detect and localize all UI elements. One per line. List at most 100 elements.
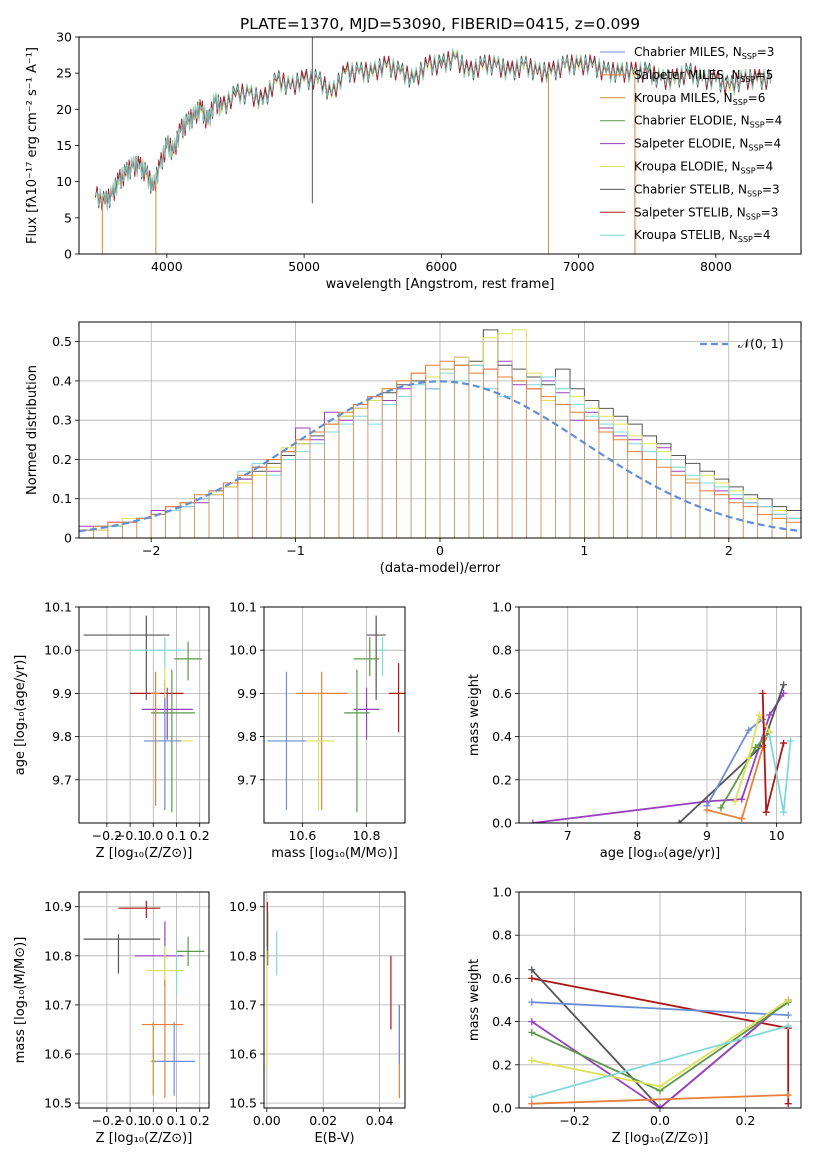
y-tick-label: 5 <box>64 210 72 225</box>
axes-frame <box>78 606 210 824</box>
x-tick-label: 0.04 <box>366 1113 394 1128</box>
y-tick-label: 0.4 <box>492 729 512 744</box>
x-tick-label: −2 <box>142 543 160 558</box>
x-tick-label: 0.2 <box>190 1113 210 1128</box>
y-tick-label: 15 <box>56 138 72 153</box>
grid-lines <box>264 606 405 823</box>
legend-label-sub: SSP <box>741 75 756 84</box>
weight-point-marker <box>656 1082 664 1090</box>
y-tick-label: 10.9 <box>229 899 257 914</box>
legend-label-main: Kroupa STELIB, N <box>634 228 738 242</box>
legend-label-end: =4 <box>753 228 771 242</box>
y-tick-label: 10.5 <box>44 1096 72 1111</box>
age-vs-Z-panel: −0.2−0.10.0 0.1 0.2 9.7 9.8 9.9 10.0 10.1 Z [log… <box>13 600 210 862</box>
grid-lines <box>519 891 801 1109</box>
x-axis-label: E(B-V) <box>314 1131 354 1146</box>
y-tick-label: 10.0 <box>44 643 72 658</box>
weight-point-marker <box>784 996 792 1004</box>
x-axis-label: mass [log₁₀(M/M⊙)] <box>271 846 398 861</box>
legend-label-end: =3 <box>762 182 780 196</box>
axes-frame <box>78 321 802 539</box>
legend-label-main: Kroupa MILES, N <box>634 91 733 105</box>
y-tick-label: 1.0 <box>492 600 512 615</box>
residuals-panel: −2 −1 0 1 2 0 0.1 0.2 0.3 0.4 0.5 (data-model)/erro… <box>25 321 802 576</box>
y-tick-label: 10.7 <box>229 997 257 1012</box>
y-tick-label: 1.0 <box>492 885 512 900</box>
y-tick-label: 10.0 <box>229 643 257 658</box>
y-tick-label: 10.1 <box>229 600 257 615</box>
axes-frame <box>78 891 210 1109</box>
legend-label-sub: SSP <box>738 235 753 244</box>
weight-series-line <box>706 736 768 820</box>
weight-point-marker <box>787 737 795 745</box>
y-tick-label: 0.4 <box>52 373 72 388</box>
y-tick-label: 0.0 <box>492 816 512 831</box>
spectrum-plot-area <box>95 37 772 254</box>
x-tick-label: 7000 <box>563 259 595 274</box>
y-tick-label: 0.2 <box>492 1057 512 1072</box>
x-tick-label: 10.8 <box>353 828 381 843</box>
y-tick-label: 0.8 <box>492 928 512 943</box>
legend-label: Chabrier MILES, NSSP=3 <box>634 45 774 61</box>
mass-vs-ebv-panel: 0.00 0.02 0.04 10.5 10.6 10.7 10.8 10.9 E(B-V) <box>229 891 406 1146</box>
x-tick-label: −0.1 <box>115 828 145 843</box>
x-axis-label: (data-model)/error <box>380 561 501 576</box>
y-tick-label: 10.5 <box>229 1096 257 1111</box>
legend-label-sub: SSP <box>748 144 763 153</box>
axes-frame <box>263 606 406 824</box>
x-tick-label: 10 <box>769 828 785 843</box>
mass-vs-Z-panel: −0.2−0.10.0 0.1 0.2 10.5 10.6 10.7 10.8 10.9 Z [… <box>13 891 210 1146</box>
y-tick-label: 0.4 <box>492 1014 512 1029</box>
y-tick-label: 10.7 <box>44 997 72 1012</box>
weight-series-line <box>531 999 789 1108</box>
weight-point-marker <box>780 808 788 816</box>
y-tick-label: 30 <box>56 30 72 45</box>
weight-point-marker <box>745 726 753 734</box>
weight-point-marker <box>731 797 739 805</box>
y-axis-label: mass weight <box>467 674 482 756</box>
spectrum-panel: 4000 5000 6000 7000 8000 0 5 10 15 20 25 30 waveleng… <box>25 30 802 292</box>
y-tick-label: 0.0 <box>492 1101 512 1116</box>
residuals-legend: 𝒩(0, 1) <box>700 336 784 351</box>
weight-point-marker <box>780 739 788 747</box>
x-axis-label: Z [log₁₀(Z/Z⊙)] <box>96 1131 193 1146</box>
legend-label: 𝒩(0, 1) <box>738 336 784 351</box>
legend-label-end: =4 <box>756 160 774 174</box>
legend-label: Chabrier STELIB, NSSP=3 <box>634 182 780 198</box>
axes-frame <box>263 891 406 1109</box>
weight-point-marker <box>528 1056 536 1064</box>
weight-point-marker <box>784 1091 792 1099</box>
ticks: −0.2 0.0 0.2 0.0 0.2 0.4 0.6 0.8 1.0 <box>492 885 755 1129</box>
weight-point-marker <box>717 804 725 812</box>
x-tick-label: 0.0 <box>650 1113 670 1128</box>
legend-label-end: =4 <box>765 114 783 128</box>
weight-point-marker <box>528 1028 536 1036</box>
weight-point-marker <box>656 1104 664 1108</box>
y-tick-label: 25 <box>56 66 72 81</box>
age-vs-mass-panel: 10.6 10.8 9.7 9.8 9.9 10.0 10.1 mass [log₁₀(M/M… <box>229 600 406 861</box>
weight-point-marker <box>745 754 753 762</box>
weight-point-marker <box>780 681 788 689</box>
x-tick-label: 0.1 <box>167 828 187 843</box>
axes-frame <box>78 36 802 255</box>
weight-point-marker <box>752 743 760 751</box>
legend-label-main: Salpeter MILES, N <box>634 68 741 82</box>
y-tick-label: 0.8 <box>492 643 512 658</box>
legend-label-main: Kroupa ELODIE, N <box>634 160 741 174</box>
y-tick-label: 0.2 <box>52 452 72 467</box>
axes-frame <box>518 606 802 824</box>
x-tick-label: −0.2 <box>92 1113 122 1128</box>
ticks: 0.00 0.02 0.04 10.5 10.6 10.7 10.8 10.9 <box>229 899 393 1128</box>
weight-series-line <box>768 736 792 813</box>
line-plot-area <box>528 966 792 1108</box>
x-tick-label: 5000 <box>288 259 320 274</box>
weight-point-marker <box>529 819 537 823</box>
x-axis-label: wavelength [Angstrom, rest frame] <box>326 277 555 292</box>
x-tick-label: −0.1 <box>115 1113 145 1128</box>
legend-label-main: Chabrier MILES, N <box>634 45 742 59</box>
x-tick-label: 4000 <box>151 259 183 274</box>
weight-point-marker <box>528 966 536 974</box>
y-tick-label: 0.5 <box>52 334 72 349</box>
weight-point-marker <box>528 974 536 982</box>
x-tick-label: 6000 <box>425 259 457 274</box>
